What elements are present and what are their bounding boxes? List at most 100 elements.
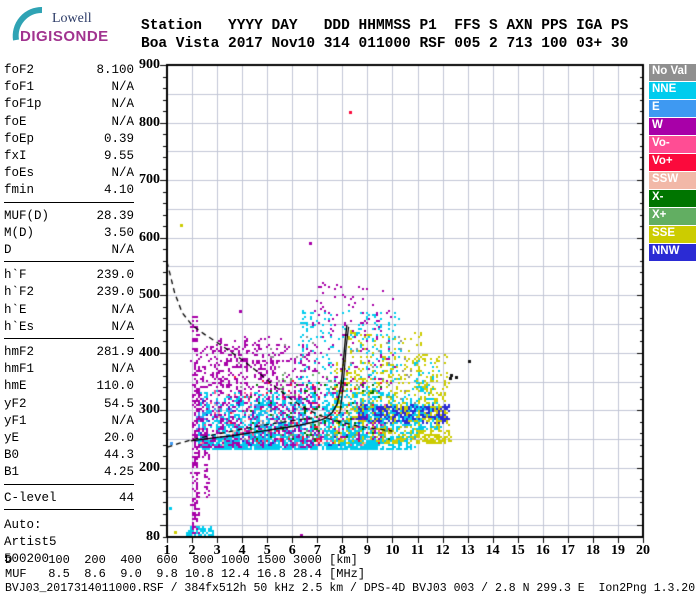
param-value: N/A bbox=[111, 80, 134, 95]
param-value: 239.0 bbox=[96, 268, 134, 283]
x-axis-tick-3: 3 bbox=[213, 543, 221, 558]
footer-muf-row: MUF 8.5 8.6 9.0 9.8 10.8 12.4 16.8 28.4 … bbox=[5, 567, 366, 581]
param-row-yf1: yF1 N/A bbox=[4, 413, 136, 430]
legend-label: NNW bbox=[652, 245, 680, 257]
x-axis-tick-16: 16 bbox=[535, 543, 550, 558]
param-value: 239.0 bbox=[96, 285, 134, 300]
param-row-fxi: fxI 9.55 bbox=[4, 148, 136, 165]
legend-item-x-: X- bbox=[649, 190, 696, 207]
param-value: 3.50 bbox=[103, 225, 134, 240]
param-value: 8.100 bbox=[96, 63, 134, 77]
y-axis-tick-400: 400 bbox=[139, 344, 160, 360]
param-row-hmf1: hmF1 N/A bbox=[4, 361, 136, 378]
legend-label: X- bbox=[652, 191, 664, 203]
param-row-hes: h`Es N/A bbox=[4, 319, 136, 336]
param-label: foF1p bbox=[4, 97, 42, 112]
param-row-he: h`E N/A bbox=[4, 302, 136, 319]
param-row-b0: B0 44.3 bbox=[4, 447, 136, 464]
logo-arc-icon bbox=[12, 6, 43, 41]
y-axis-tick-300: 300 bbox=[139, 402, 160, 418]
param-row-hmf2: hmF2 281.9 bbox=[4, 344, 136, 361]
y-axis-tick-900: 900 bbox=[139, 57, 160, 72]
param-label: B1 bbox=[4, 465, 20, 480]
param-row-d: D N/A bbox=[4, 242, 136, 259]
legend-item-vo-: Vo- bbox=[649, 136, 696, 153]
y-axis-tick-500: 500 bbox=[139, 287, 160, 303]
param-label: C-level bbox=[4, 490, 57, 505]
legend-label: E bbox=[652, 101, 660, 113]
legend-item-sse: SSE bbox=[649, 226, 696, 243]
param-value: N/A bbox=[111, 319, 134, 334]
legend-item-x+: X+ bbox=[649, 208, 696, 225]
x-axis-tick-14: 14 bbox=[485, 543, 500, 558]
param-value: 0.39 bbox=[103, 131, 134, 146]
param-label: hmE bbox=[4, 379, 27, 394]
param-row-md: M(D) 3.50 bbox=[4, 225, 136, 242]
param-value: 20.0 bbox=[103, 431, 134, 445]
x-axis-tick-11: 11 bbox=[410, 543, 425, 558]
param-label: yF1 bbox=[4, 413, 27, 428]
x-axis-tick-15: 15 bbox=[510, 543, 525, 558]
param-value: 54.5 bbox=[103, 396, 134, 411]
param-label: hmF2 bbox=[4, 345, 35, 359]
param-value: 4.10 bbox=[103, 183, 134, 198]
x-axis-tick-9: 9 bbox=[363, 543, 371, 558]
autoscaling-info-line: Artist5 bbox=[4, 535, 57, 549]
x-axis-tick-12: 12 bbox=[435, 543, 450, 558]
legend-label: W bbox=[652, 119, 663, 131]
x-axis-tick-19: 19 bbox=[610, 543, 625, 558]
param-label: yE bbox=[4, 431, 20, 445]
x-axis-tick-5: 5 bbox=[263, 543, 271, 558]
param-value: N/A bbox=[111, 114, 134, 129]
lowell-digisonde-logo: Lowell DIGISONDE bbox=[6, 6, 136, 54]
param-value: N/A bbox=[111, 413, 134, 428]
legend-label: Vo+ bbox=[652, 155, 673, 167]
param-label: foF2 bbox=[4, 63, 35, 77]
legend-item-w: W bbox=[649, 118, 696, 135]
param-label: foEs bbox=[4, 166, 35, 181]
legend-item-e: E bbox=[649, 100, 696, 117]
legend-item-vo+: Vo+ bbox=[649, 154, 696, 171]
doppler-direction-legend: No Val NNE E W Vo- Vo+ SSW X- X+ SSE NNW bbox=[649, 64, 697, 262]
header-field-names: Station YYYY DAY DDD HHMMSS P1 FFS S AXN… bbox=[141, 18, 629, 34]
param-row-ye: yE 20.0 bbox=[4, 430, 136, 447]
param-row-hf: h`F 239.0 bbox=[4, 267, 136, 284]
param-row-hf2: h`F2 239.0 bbox=[4, 284, 136, 301]
param-row-yf2: yF2 54.5 bbox=[4, 396, 136, 413]
param-label: D bbox=[4, 243, 12, 257]
x-axis-tick-17: 17 bbox=[560, 543, 575, 558]
param-value: 9.55 bbox=[103, 149, 134, 163]
param-label: h`E bbox=[4, 302, 27, 317]
param-value: N/A bbox=[111, 166, 134, 181]
param-value: 281.9 bbox=[96, 345, 134, 359]
param-row-mufd: MUF(D) 28.39 bbox=[4, 208, 136, 225]
legend-item-ssw: SSW bbox=[649, 172, 696, 189]
param-label: h`F2 bbox=[4, 285, 35, 300]
y-axis-tick-700: 700 bbox=[139, 172, 160, 188]
param-label: h`F bbox=[4, 268, 27, 283]
x-axis-tick-7: 7 bbox=[313, 543, 321, 558]
param-label: M(D) bbox=[4, 225, 35, 240]
param-row-foep: foEp 0.39 bbox=[4, 131, 136, 148]
param-row-fmin: fmin 4.10 bbox=[4, 182, 136, 199]
param-value: 110.0 bbox=[96, 379, 134, 394]
param-label: foE bbox=[4, 114, 27, 129]
legend-item-nne: NNE bbox=[649, 82, 696, 99]
param-value: N/A bbox=[111, 243, 134, 257]
param-value: 4.25 bbox=[103, 465, 134, 480]
legend-item-noval: No Val bbox=[649, 64, 696, 81]
x-axis-tick-2: 2 bbox=[188, 543, 196, 558]
param-label: fxI bbox=[4, 149, 27, 163]
param-value: 44.3 bbox=[103, 448, 134, 463]
x-axis-tick-6: 6 bbox=[288, 543, 296, 558]
logo-text-digisonde: DIGISONDE bbox=[20, 28, 109, 45]
x-axis-tick-18: 18 bbox=[585, 543, 600, 558]
param-label: fmin bbox=[4, 183, 35, 198]
param-row-clevel: C-level 44 bbox=[4, 490, 136, 507]
param-value: N/A bbox=[111, 302, 134, 317]
param-separator bbox=[4, 201, 134, 203]
param-label: foF1 bbox=[4, 80, 35, 95]
legend-label: No Val bbox=[652, 65, 688, 77]
param-value: N/A bbox=[111, 97, 134, 112]
